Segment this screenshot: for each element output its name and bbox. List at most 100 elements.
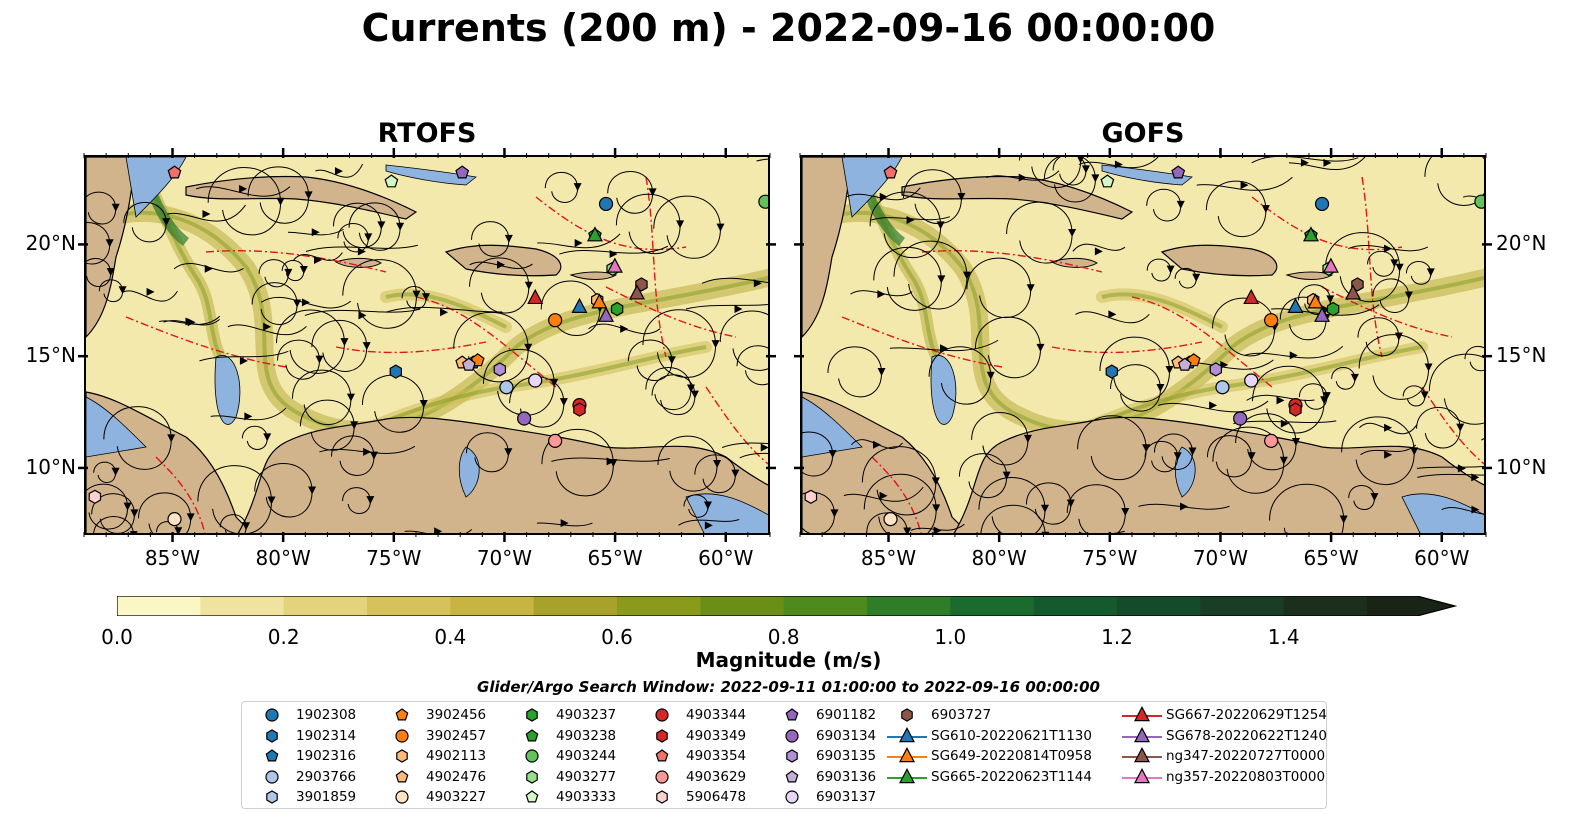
circle-marker-icon <box>525 749 539 763</box>
figure-title: Currents (200 m) - 2022-09-16 00:00:00 <box>361 6 1216 50</box>
platform-marker-SG667-20220629T1254 <box>1243 288 1260 305</box>
platform-marker-6903135 <box>493 362 506 377</box>
panel-title-gofs: GOFS <box>1101 118 1185 149</box>
legend: 1902308 1902314 1902316 2903766 3901859 39024… <box>241 701 1327 809</box>
colorbar <box>117 596 1457 616</box>
platform-marker-2903766 <box>499 380 514 395</box>
colorbar-tick-label: 0.4 <box>434 625 467 649</box>
legend-label: 4903227 <box>426 789 487 805</box>
lon-tick-label: 65°W <box>1303 546 1359 570</box>
circle-marker-icon <box>655 769 669 784</box>
legend-label: 4903344 <box>686 707 747 723</box>
platform-marker-ng357-20220803T0000 <box>606 257 623 273</box>
platform-marker-SG678-20220622T1240 <box>598 306 615 322</box>
legend-label: 6903135 <box>816 748 877 764</box>
pentagon-marker-icon <box>395 769 409 782</box>
pentagon-marker-icon <box>265 749 279 762</box>
legend-label: 2903766 <box>296 768 357 785</box>
legend-label: SG665-20220623T1144 <box>931 768 1092 785</box>
platform-marker-6903134 <box>517 411 532 426</box>
platform-marker-4903227 <box>883 512 898 527</box>
lat-tick-label-left: 10°N <box>25 454 76 479</box>
triangle-marker-icon <box>887 747 927 763</box>
pentagon-marker-icon <box>785 769 799 782</box>
legend-label: ng347-20220727T0000 <box>1166 748 1326 764</box>
pentagon-marker-icon <box>525 790 539 803</box>
platform-marker-4903349 <box>573 402 586 417</box>
lon-tick-label: 75°W <box>1082 546 1138 570</box>
legend-label: SG610-20220621T1130 <box>931 727 1092 744</box>
platform-marker-3902457 <box>548 313 563 328</box>
triangle-marker-icon <box>887 767 927 783</box>
platform-marker-6901182 <box>455 165 470 179</box>
colorbar-tick-label: 0.2 <box>267 625 300 649</box>
legend-label: 4903277 <box>556 768 617 785</box>
legend-label: 4903629 <box>686 768 747 785</box>
platform-marker-4903237 <box>610 301 624 317</box>
hexagon-marker-icon <box>526 708 538 722</box>
lon-tick-label: 65°W <box>587 546 643 570</box>
circle-marker-icon <box>655 708 669 722</box>
platform-marker-4903244 <box>1474 194 1484 209</box>
hexagon-marker-icon <box>656 728 668 743</box>
map-panel-rtofs <box>84 155 770 535</box>
platform-marker-SG665-20220623T1144 <box>586 226 603 242</box>
platform-marker-4903333 <box>384 174 399 188</box>
platform-marker-6901182 <box>1171 165 1186 179</box>
platform-marker-5906478 <box>88 489 102 504</box>
legend-label: 6903727 <box>931 707 992 723</box>
legend-label: 4903349 <box>686 727 747 744</box>
platform-marker-6903135 <box>1209 362 1222 377</box>
lat-tick-label-right: 20°N <box>1496 231 1547 256</box>
legend-label: 1902308 <box>296 707 357 723</box>
legend-label: 4902476 <box>426 768 487 785</box>
platform-marker-2903766 <box>1215 380 1230 395</box>
legend-label: 4903238 <box>556 727 617 744</box>
legend-label: SG678-20220622T1240 <box>1166 727 1327 744</box>
legend-label: 1902314 <box>296 727 357 744</box>
lon-tick-label: 60°W <box>1414 546 1470 570</box>
lon-tick-label: 70°W <box>476 546 533 570</box>
legend-label: 4902113 <box>426 748 487 764</box>
legend-label: 1902316 <box>296 748 357 764</box>
platform-marker-1902314 <box>1105 364 1118 379</box>
platform-marker-4903227 <box>167 512 182 527</box>
platform-marker-4903244 <box>758 194 768 209</box>
platform-marker-SG649-20220814T0958 <box>591 293 608 309</box>
lat-tick-label-right: 10°N <box>1496 454 1547 479</box>
platform-marker-SG667-20220629T1254 <box>527 288 544 305</box>
platform-marker-SG665-20220623T1144 <box>1302 226 1319 242</box>
platform-marker-1902308 <box>1314 196 1330 212</box>
pentagon-marker-icon <box>655 749 669 762</box>
lon-tick-label: 85°W <box>144 546 201 570</box>
search-window-text: Glider/Argo Search Window: 2022-09-11 01… <box>477 678 1100 696</box>
legend-label: 3902457 <box>426 727 487 744</box>
platform-marker-ng357-20220803T0000 <box>1322 257 1339 273</box>
circle-marker-icon <box>785 790 799 804</box>
triangle-marker-icon <box>1122 706 1162 722</box>
platform-marker-3902457 <box>1264 313 1279 328</box>
lat-tick-label-right: 15°N <box>1496 343 1547 368</box>
platform-marker-SG649-20220814T0958 <box>1307 293 1324 309</box>
platform-marker-ng347-20220727T0000 <box>1345 284 1362 300</box>
colorbar-tick-label: 1.2 <box>1101 625 1133 649</box>
legend-label: SG649-20220814T0958 <box>931 748 1092 764</box>
platform-marker-6903137 <box>528 373 543 388</box>
platform-marker-6903136 <box>1177 357 1192 371</box>
legend-label: 4903237 <box>556 707 617 723</box>
platform-marker-4903629 <box>1264 433 1279 448</box>
colorbar-label: Magnitude (m/s) <box>695 648 882 672</box>
legend-label: 6903136 <box>816 768 877 785</box>
legend-label: SG667-20220629T1254 <box>1166 707 1327 723</box>
lon-tick-label: 80°W <box>971 546 1027 570</box>
platform-marker-1902314 <box>389 364 402 379</box>
platform-marker-4903629 <box>548 433 563 448</box>
platform-marker-4903333 <box>1100 174 1115 188</box>
lon-tick-label: 70°W <box>1192 546 1249 570</box>
platform-marker-SG610-20220621T1130 <box>1287 297 1304 313</box>
lon-tick-label: 75°W <box>366 546 422 570</box>
pentagon-marker-icon <box>785 708 799 721</box>
lon-tick-label: 60°W <box>698 546 754 570</box>
hexagon-marker-icon <box>526 769 538 784</box>
colorbar-tick-label: 0.8 <box>767 625 800 649</box>
